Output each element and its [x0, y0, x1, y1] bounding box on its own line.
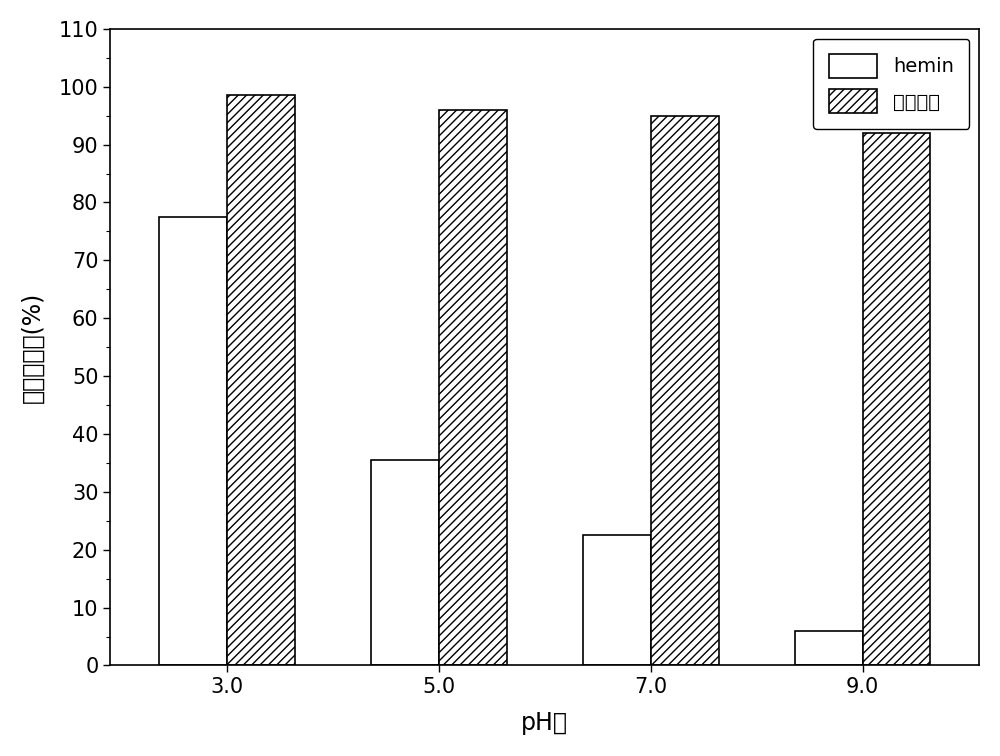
Bar: [583, 535, 651, 665]
Bar: [159, 217, 227, 665]
Bar: [371, 460, 439, 665]
Bar: [795, 631, 863, 665]
Bar: [227, 95, 295, 665]
Legend: hemin, 实施例一: hemin, 实施例一: [813, 39, 969, 129]
Bar: [651, 116, 718, 665]
Y-axis label: 染料降解率(%): 染料降解率(%): [21, 292, 45, 403]
X-axis label: pH値: pH値: [521, 711, 568, 735]
Bar: [863, 133, 930, 665]
Bar: [439, 110, 507, 665]
